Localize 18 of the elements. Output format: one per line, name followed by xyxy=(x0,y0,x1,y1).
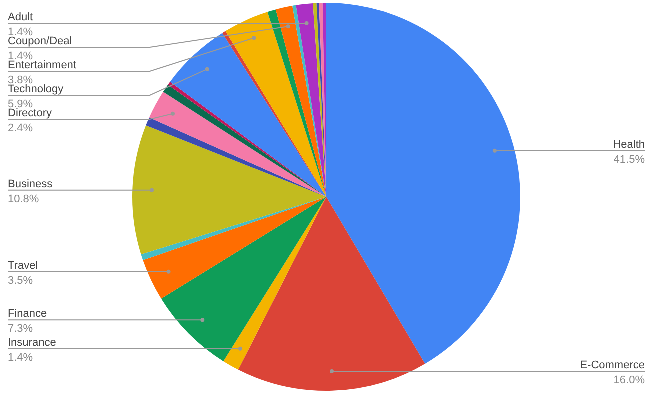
slice-label: Directory xyxy=(8,108,53,120)
slice-label: Entertainment xyxy=(8,60,76,72)
slice-label: Finance xyxy=(8,308,48,320)
data-label: 1.4% xyxy=(8,352,34,364)
data-label: 41.5% xyxy=(614,154,646,166)
slice-label: Adult xyxy=(8,12,34,24)
data-label: 10.8% xyxy=(8,193,40,206)
slice-label: Travel xyxy=(8,260,38,272)
slice-label: Coupon/Deal xyxy=(8,36,72,48)
data-label: 2.4% xyxy=(8,122,34,135)
slice-label: Insurance xyxy=(8,336,56,349)
slice-label: Business xyxy=(8,178,54,190)
data-label: 3.5% xyxy=(8,274,34,287)
data-label: 7.3% xyxy=(8,323,34,336)
data-label: 16.0% xyxy=(614,374,646,387)
slice-label: E-Commerce xyxy=(580,360,645,372)
slice-label: Technology xyxy=(8,84,64,96)
slice-label: Health xyxy=(613,138,645,151)
